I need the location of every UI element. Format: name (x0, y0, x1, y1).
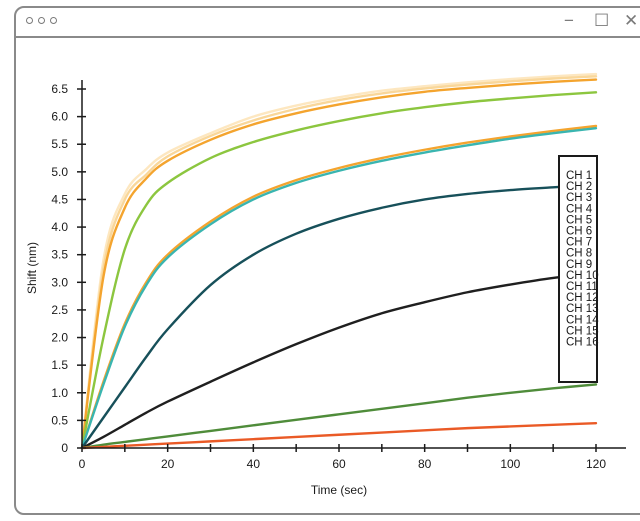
close-icon[interactable]: ✕ (624, 11, 639, 30)
maximize-icon[interactable]: ☐ (594, 11, 610, 30)
legend-entry: CH 10 (566, 270, 599, 282)
y-tick-label: 1.0 (51, 386, 68, 400)
x-tick-label: 20 (161, 457, 175, 471)
y-tick-label: 4.0 (51, 220, 68, 234)
window-dot-icon[interactable] (38, 17, 45, 24)
x-tick-label: 0 (79, 457, 86, 471)
legend-entry: CH 1 (566, 170, 592, 182)
legend-entry: CH 9 (566, 259, 592, 271)
x-tick-label: 80 (418, 457, 432, 471)
series-lines (80, 72, 598, 450)
legend-box (558, 155, 598, 383)
series-line-7 (80, 183, 598, 450)
legend-entry: CH 6 (566, 226, 592, 238)
y-tick-label: 3.0 (51, 275, 68, 289)
y-tick-label: 5.5 (51, 137, 68, 151)
legend-entry: CH 13 (566, 303, 599, 315)
y-tick-label: 2.5 (51, 303, 68, 317)
y-tick-label: 0.5 (51, 413, 68, 427)
window-dot-icon[interactable] (26, 17, 33, 24)
x-tick-label: 60 (332, 457, 346, 471)
y-tick-label: 1.5 (51, 358, 68, 372)
title-bar: − ☐ ✕ (16, 8, 640, 38)
legend: CH 1CH 2CH 3CH 4CH 5CH 6CH 7CH 8CH 9CH 1… (558, 155, 599, 383)
window-dot-icon[interactable] (50, 17, 57, 24)
legend-entry: CH 3 (566, 192, 592, 204)
minimize-icon[interactable]: − (564, 11, 574, 30)
legend-entry: CH 11 (566, 281, 598, 293)
x-axis-label: Time (sec) (311, 483, 367, 497)
legend-entry: CH 7 (566, 237, 592, 249)
series-line-1 (80, 72, 598, 450)
series-line-3 (80, 78, 598, 450)
x-tick-label: 40 (247, 457, 261, 471)
window-dots (26, 17, 57, 24)
axes: 0 20 40 60 80 100 120 0 0.5 1.0 1.5 2.0 2.5 3.0 3.5 4.0… (51, 80, 626, 471)
series-line-4 (80, 91, 598, 450)
x-tick-label: 100 (500, 457, 520, 471)
legend-entry: CH 12 (566, 292, 599, 304)
y-tick-label: 4.5 (51, 192, 68, 206)
y-tick-label: 6.5 (51, 82, 68, 96)
y-tick-label: 6.0 (51, 110, 68, 124)
y-tick-label: 2.0 (51, 331, 68, 345)
series-line-2 (80, 75, 598, 450)
series-line-9 (80, 383, 598, 450)
series-line-8 (80, 272, 598, 450)
legend-entry: CH 5 (566, 214, 592, 226)
y-axis-label: Shift (nm) (25, 242, 39, 294)
series-line-5 (80, 124, 598, 450)
legend-entry: CH 8 (566, 248, 592, 260)
y-tick-label: 0 (61, 441, 68, 455)
series-line-10 (80, 421, 598, 450)
legend-entry: CH 16 (566, 337, 599, 349)
app-window: − ☐ ✕ (14, 6, 640, 515)
legend-entry: CH 4 (566, 203, 593, 215)
legend-entry: CH 15 (566, 325, 599, 337)
legend-entry: CH 14 (566, 314, 599, 326)
y-tick-label: 5.0 (51, 165, 68, 179)
legend-entry: CH 2 (566, 181, 592, 193)
x-tick-label: 120 (586, 457, 606, 471)
series-line-6 (80, 127, 598, 450)
y-tick-label: 3.5 (51, 248, 68, 262)
